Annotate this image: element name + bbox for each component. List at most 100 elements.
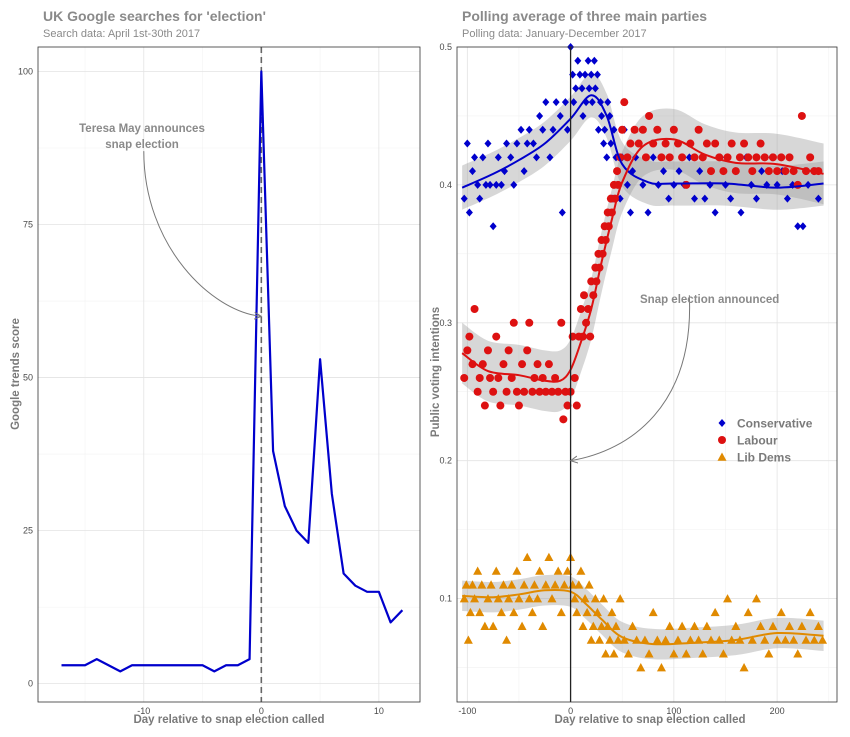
- conservative-confidence-band: [462, 73, 824, 210]
- labour-point: [512, 387, 521, 396]
- labour-point: [580, 291, 589, 300]
- conservative-point: [479, 153, 487, 162]
- lib-dems-point: [562, 566, 572, 575]
- conservative-point: [799, 222, 807, 231]
- labour-point: [475, 373, 484, 382]
- lib-dems-point: [743, 607, 753, 617]
- lib-dems-point: [502, 635, 512, 644]
- conservative-point: [507, 153, 515, 162]
- labour-point: [690, 153, 699, 162]
- lib-dems-point: [661, 635, 671, 644]
- labour-point: [533, 360, 542, 369]
- labour-point: [496, 401, 505, 410]
- lib-dems-point: [718, 649, 728, 658]
- conservative-point: [665, 194, 673, 203]
- left-annotation-line-1: Teresa May announces: [79, 123, 205, 135]
- lib-dems-point: [465, 607, 475, 617]
- legend-label-labour: Labour: [737, 434, 778, 448]
- search-trends-chart: UK Google searches for 'election' Search…: [10, 8, 421, 726]
- labour-point: [777, 153, 786, 162]
- labour-point: [623, 153, 632, 162]
- conservative-point: [585, 84, 593, 93]
- right-x-tick-label: 100: [666, 706, 681, 716]
- lib-dems-point: [535, 566, 545, 575]
- conservative-point: [486, 180, 494, 189]
- lib-dems-point: [673, 635, 683, 644]
- conservative-point: [503, 139, 511, 148]
- lib-dems-point: [780, 635, 790, 644]
- lib-dems-point: [588, 621, 598, 630]
- conservative-point: [576, 70, 584, 79]
- labour-point: [760, 153, 769, 162]
- lib-dems-point: [507, 580, 517, 589]
- labour-point: [489, 387, 498, 396]
- lib-dems-point: [519, 580, 529, 589]
- conservative-point: [525, 125, 533, 134]
- conservative-point: [593, 70, 601, 79]
- lib-dems-trend-line: [462, 588, 824, 646]
- right-panel-border: [456, 46, 838, 703]
- labour-point: [460, 373, 469, 382]
- lib-dems-point: [710, 607, 720, 617]
- lib-dems-point: [504, 594, 514, 603]
- labour-point: [507, 373, 516, 382]
- conservative-point: [523, 139, 531, 148]
- conservative-point: [626, 208, 634, 217]
- lib-dems-point: [496, 607, 506, 617]
- legend-item-conservative: Conservative: [718, 417, 813, 431]
- conservative-point: [649, 153, 657, 162]
- right-y-tick-label: 0.5: [439, 42, 452, 52]
- lib-dems-point: [789, 635, 799, 644]
- labour-point: [463, 346, 472, 355]
- labour-point: [473, 387, 482, 396]
- left-x-axis-title: Day relative to snap election called: [133, 714, 324, 726]
- labour-point: [744, 153, 753, 162]
- conservative-point: [727, 194, 735, 203]
- lib-dems-point: [556, 607, 566, 617]
- lib-dems-point: [595, 635, 604, 644]
- lib-dems-point: [652, 635, 662, 644]
- conservative-point: [737, 208, 745, 217]
- conservative-point: [572, 84, 580, 93]
- labour-point: [626, 139, 635, 148]
- labour-point: [557, 318, 566, 327]
- left-y-tick-label: 25: [23, 526, 33, 536]
- labour-point: [785, 153, 794, 162]
- conservative-point: [476, 194, 484, 203]
- lib-dems-point: [607, 607, 617, 617]
- lib-dems-point: [656, 663, 666, 672]
- right-y-tick-label: 0.4: [439, 180, 452, 190]
- conservative-point: [529, 139, 537, 148]
- lib-dems-point: [813, 621, 823, 630]
- conservative-point: [513, 139, 521, 148]
- labour-point: [661, 139, 670, 148]
- lib-dems-point: [648, 607, 658, 617]
- lib-dems-point: [529, 580, 539, 589]
- left-y-tick-label: 0: [28, 679, 33, 689]
- left-y-tick-labels: 0 25 50 75 100: [18, 66, 33, 688]
- labour-point: [499, 360, 508, 369]
- labour-point: [630, 125, 639, 134]
- lib-dems-point: [669, 649, 679, 658]
- labour-point: [480, 401, 489, 410]
- conservative-point: [588, 98, 596, 107]
- lib-dems-point: [644, 649, 654, 658]
- lib-dems-point: [544, 552, 554, 562]
- legend-label-lib-dems: Lib Dems: [737, 451, 791, 465]
- conservative-point: [644, 208, 652, 217]
- legend-label-conservative: Conservative: [737, 417, 813, 431]
- lib-dems-point: [776, 607, 786, 617]
- labour-point: [748, 167, 757, 176]
- lib-dems-point: [459, 594, 469, 603]
- lib-dems-point: [570, 594, 580, 603]
- labour-point: [586, 332, 595, 341]
- labour-point: [554, 387, 563, 396]
- labour-point: [645, 111, 654, 120]
- labour-point: [551, 373, 560, 382]
- labour-point: [793, 180, 802, 189]
- labour-point: [523, 346, 532, 355]
- lib-dems-point: [547, 594, 557, 603]
- labour-point: [570, 373, 579, 382]
- lib-dems-point: [685, 635, 695, 644]
